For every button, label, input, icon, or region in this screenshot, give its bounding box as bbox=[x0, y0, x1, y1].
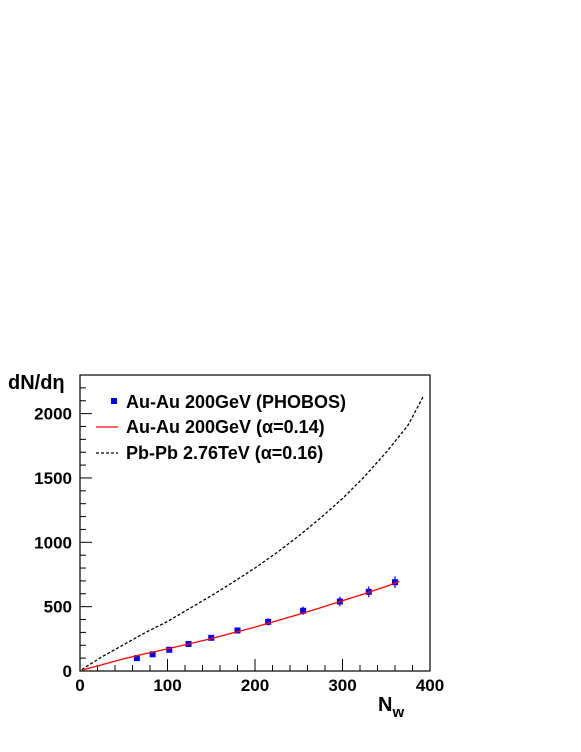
x-tick-label: 400 bbox=[416, 676, 444, 695]
data-point bbox=[166, 646, 173, 653]
tick-labels: 0 100 200 300 400 0 500 1000 1500 2000 bbox=[34, 405, 444, 695]
x-tick-label: 100 bbox=[153, 676, 181, 695]
x-tick-label: 0 bbox=[75, 676, 84, 695]
legend: Au-Au 200GeV (PHOBOS) Au-Au 200GeV (α=0.… bbox=[96, 392, 346, 463]
y-axis-title: dN/dη bbox=[8, 372, 65, 394]
x-tick-label: 300 bbox=[328, 676, 356, 695]
series-line-1 bbox=[81, 580, 400, 671]
data-point bbox=[265, 618, 272, 625]
y-tick-label: 500 bbox=[44, 598, 72, 617]
data-point bbox=[234, 627, 241, 634]
data-point bbox=[208, 634, 215, 641]
y-tick-label: 2000 bbox=[34, 405, 72, 424]
series-line-2 bbox=[81, 396, 424, 671]
x-axis-title: Nw bbox=[378, 694, 404, 721]
x-tick-label: 200 bbox=[241, 676, 269, 695]
x-axis-title-sub: w bbox=[391, 704, 404, 721]
ticks bbox=[79, 374, 431, 672]
x-axis-title-main: N bbox=[378, 694, 392, 716]
data-point bbox=[392, 579, 398, 586]
data-point bbox=[300, 607, 307, 614]
legend-marker-phobos bbox=[111, 398, 117, 404]
y-tick-label: 1500 bbox=[34, 469, 72, 488]
data-point bbox=[149, 651, 156, 658]
data-point bbox=[133, 655, 140, 662]
series-layer bbox=[81, 396, 424, 671]
legend-label-auau-fit: Au-Au 200GeV (α=0.14) bbox=[126, 417, 325, 437]
legend-label-pbpb: Pb-Pb 2.76TeV (α=0.16) bbox=[126, 443, 323, 463]
y-tick-label: 1000 bbox=[34, 533, 72, 552]
legend-label-phobos: Au-Au 200GeV (PHOBOS) bbox=[126, 392, 346, 412]
y-tick-label: 0 bbox=[63, 662, 72, 681]
